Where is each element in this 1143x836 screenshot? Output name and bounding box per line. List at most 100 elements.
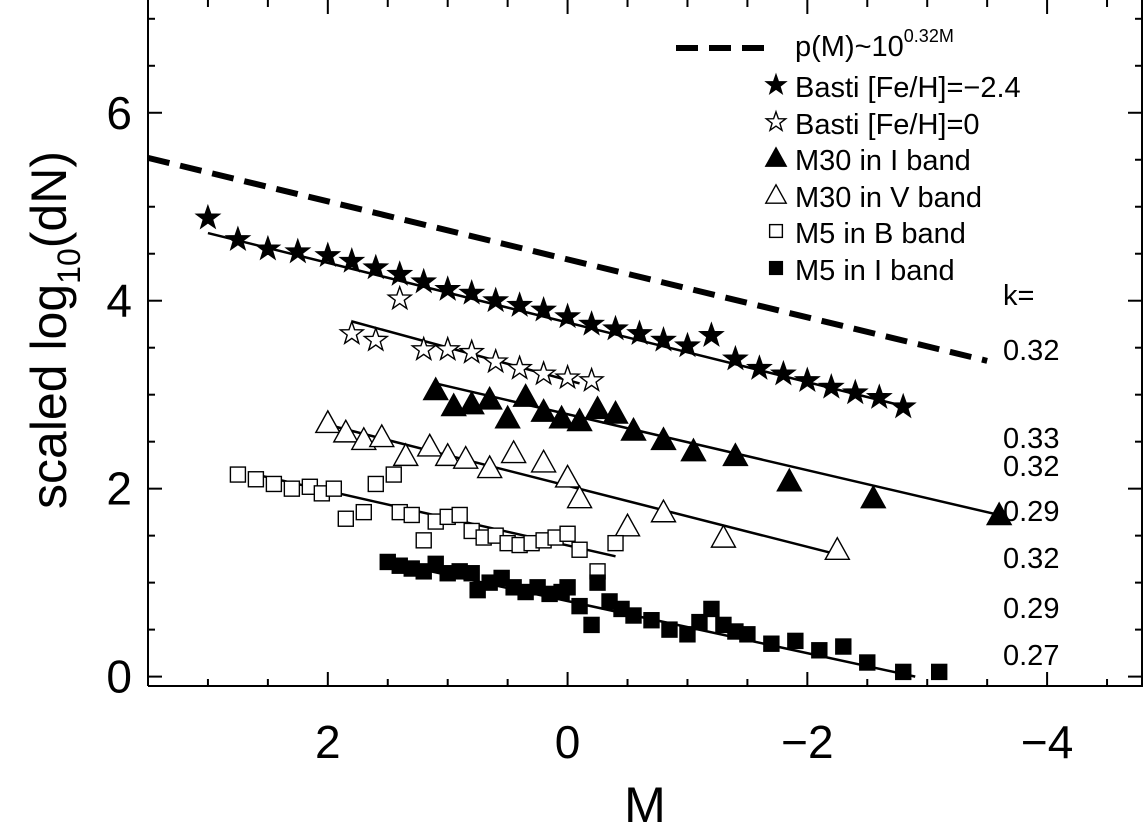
legend: p(M)~100.32M Basti [Fe/H]=−2.4 Basti [Fe/H… <box>676 26 1021 287</box>
series-1-point <box>530 359 558 386</box>
series-2-point <box>584 395 611 420</box>
series-1-point <box>434 335 462 362</box>
fit-lines <box>207 231 1000 678</box>
series-4-point <box>247 471 265 488</box>
series-2-point <box>530 398 557 422</box>
series-2-point <box>566 407 593 432</box>
reference-dashed-line <box>147 154 988 364</box>
series-4-point <box>325 480 343 497</box>
legend-marker-1 <box>764 109 788 133</box>
series-1-point <box>554 363 582 390</box>
y-tick-label: 4 <box>106 275 132 327</box>
series-1-point <box>578 366 606 393</box>
series-0-point <box>769 359 797 386</box>
series-4-point <box>229 466 247 483</box>
series-5-point <box>643 612 660 629</box>
series-4-point <box>337 510 355 527</box>
k-value: 0.32 <box>1003 451 1059 483</box>
series-2-point <box>422 376 449 401</box>
series-3-point <box>650 498 677 523</box>
series-1-point <box>338 319 366 346</box>
series-4-point <box>355 503 372 521</box>
legend-marker-5 <box>768 260 784 276</box>
series-2-point <box>440 392 467 417</box>
series-3-point <box>566 484 593 509</box>
series-5-point <box>583 616 600 634</box>
series-2-point <box>650 426 677 451</box>
series-0-point <box>254 234 282 261</box>
x-axis-title: M <box>624 777 666 831</box>
series-0-point <box>793 366 821 393</box>
series-0-point <box>554 302 582 329</box>
series-5-point <box>787 632 804 650</box>
series-5-point <box>571 597 588 615</box>
series-2-point <box>494 404 521 429</box>
series-1-point <box>386 284 414 311</box>
series-0-point <box>224 225 252 252</box>
x-tick-label: −4 <box>1021 716 1073 768</box>
y-axis-title-main: scaled log <box>21 284 77 509</box>
k-value: 0.33 <box>1003 423 1059 455</box>
series-3-point <box>500 439 527 464</box>
series-2-point <box>476 385 503 410</box>
x-tick-label: 0 <box>555 716 581 768</box>
x-tick-label: 2 <box>315 716 341 768</box>
legend-reference-label: p(M)~100.32M <box>795 26 954 63</box>
reference-line <box>147 154 988 364</box>
series-0-point <box>506 291 534 317</box>
series-5-point <box>559 579 576 596</box>
series-5-point <box>739 626 756 643</box>
legend-marker-3 <box>764 183 788 204</box>
series-3-point <box>452 445 479 469</box>
series-5-point <box>679 626 696 643</box>
legend-label-3: M30 in V band <box>795 182 982 214</box>
series-1-point <box>362 326 390 352</box>
series-2-point <box>985 501 1013 526</box>
series-0-point <box>434 275 462 301</box>
series-5-point <box>703 600 720 618</box>
series-4-point <box>415 532 432 549</box>
k-value: 0.32 <box>1003 543 1059 575</box>
legend-label-2: M30 in I band <box>795 145 971 177</box>
k-value: 0.29 <box>1003 593 1059 625</box>
series-0-point <box>650 326 677 352</box>
k-value: 0.29 <box>1003 496 1059 528</box>
legend-label-5: M5 in I band <box>795 255 955 287</box>
series-4-point <box>367 475 384 493</box>
series-3-point <box>824 536 851 561</box>
y-axis-title-tail: (dN) <box>21 151 77 248</box>
y-axis-title-subscript: 10 <box>51 248 87 284</box>
series-5-point <box>859 654 876 671</box>
series-0-point <box>530 295 558 322</box>
series-0-point <box>284 237 312 264</box>
series-2-point <box>620 416 647 441</box>
series-3-point <box>314 409 342 434</box>
series-0-point <box>673 331 701 358</box>
legend-label-1: Basti [Fe/H]=0 <box>795 109 980 141</box>
series-0-point <box>362 253 390 280</box>
series-1-point <box>410 335 438 362</box>
series-5-point <box>931 663 948 681</box>
series-5-point <box>763 635 780 652</box>
series-0-point <box>458 279 486 305</box>
legend-reference-label-main: p(M)~10 <box>795 31 904 63</box>
series-4-point <box>559 525 576 542</box>
series-3-point <box>332 418 359 443</box>
series-0-point <box>626 319 653 346</box>
series-2-point <box>548 404 575 429</box>
y-tick-label: 6 <box>106 87 132 139</box>
series-0-point <box>602 314 629 341</box>
series-0-point <box>697 321 725 347</box>
series-2-point <box>776 467 803 492</box>
series-1-point <box>482 347 510 374</box>
k-value: 0.32 <box>1003 335 1059 367</box>
k-header: k= <box>1003 280 1034 312</box>
series-5-point <box>811 642 828 659</box>
series-5-point <box>493 569 510 587</box>
series-2-point <box>512 383 539 407</box>
series-0-point <box>194 203 222 230</box>
y-tick-label: 0 <box>106 651 132 703</box>
series-4-point <box>265 475 283 493</box>
